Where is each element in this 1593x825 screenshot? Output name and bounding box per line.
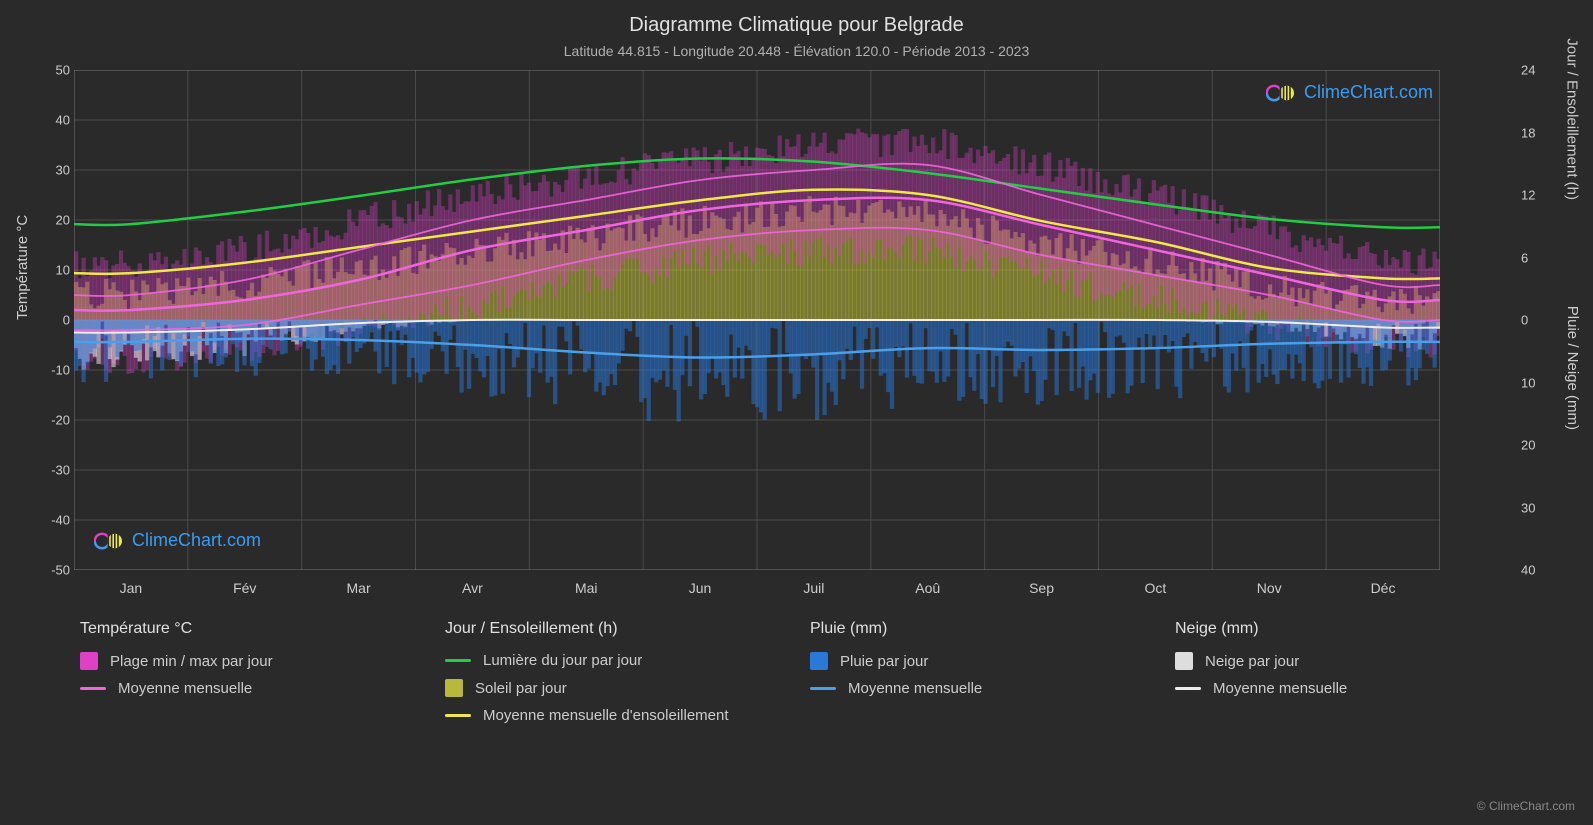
legend-header-rain: Pluie (mm) (810, 620, 1135, 638)
legend-label: Moyenne mensuelle (848, 680, 982, 697)
legend-label: Neige par jour (1205, 653, 1299, 670)
swatch-icon (445, 714, 471, 717)
watermark-bottom: ClimeChart.com (94, 530, 261, 551)
month-label: Nov (1212, 580, 1326, 600)
legend-header-temp: Température °C (80, 620, 405, 638)
chart-subtitle: Latitude 44.815 - Longitude 20.448 - Élé… (0, 37, 1593, 59)
copyright: © ClimeChart.com (1477, 799, 1575, 813)
legend-header-day: Jour / Ensoleillement (h) (445, 620, 770, 638)
swatch-icon (445, 679, 463, 697)
legend-col-rain: Pluie (mm) Pluie par jour Moyenne mensue… (810, 620, 1135, 724)
swatch-icon (1175, 652, 1193, 670)
legend-col-day: Jour / Ensoleillement (h) Lumière du jou… (445, 620, 770, 724)
legend-item-sunshine-avg: Moyenne mensuelle d'ensoleillement (445, 707, 770, 724)
legend-label: Moyenne mensuelle (118, 680, 252, 697)
swatch-icon (810, 652, 828, 670)
swatch-icon (1175, 687, 1201, 690)
legend-item-temp-range: Plage min / max par jour (80, 652, 405, 670)
legend-header-snow: Neige (mm) (1175, 620, 1500, 638)
swatch-icon (80, 652, 98, 670)
month-label: Mar (302, 580, 416, 600)
legend-item-daylight: Lumière du jour par jour (445, 652, 770, 669)
month-label: Jan (74, 580, 188, 600)
legend-label: Moyenne mensuelle d'ensoleillement (483, 707, 729, 724)
legend-item-snow-daily: Neige par jour (1175, 652, 1500, 670)
month-label: Avr (415, 580, 529, 600)
legend-item-snow-avg: Moyenne mensuelle (1175, 680, 1500, 697)
month-label: Jun (643, 580, 757, 600)
swatch-icon (445, 659, 471, 662)
month-label: Fév (188, 580, 302, 600)
legend-label: Plage min / max par jour (110, 653, 273, 670)
month-label: Sep (985, 580, 1099, 600)
watermark-text: ClimeChart.com (132, 530, 261, 551)
watermark-text: ClimeChart.com (1304, 82, 1433, 103)
y-axis-right-label-top: Jour / Ensoleillement (h) (1564, 38, 1581, 200)
chart-title: Diagramme Climatique pour Belgrade (0, 0, 1593, 37)
y-right-ticks: 2418126010203040 (1521, 70, 1555, 570)
legend-label: Lumière du jour par jour (483, 652, 642, 669)
legend-label: Soleil par jour (475, 680, 567, 697)
logo-icon (1266, 83, 1298, 103)
legend-item-rain-daily: Pluie par jour (810, 652, 1135, 670)
y-left-ticks: 50403020100-10-20-30-40-50 (36, 70, 70, 570)
legend-col-snow: Neige (mm) Neige par jour Moyenne mensue… (1175, 620, 1500, 724)
swatch-icon (80, 687, 106, 690)
legend-item-temp-avg: Moyenne mensuelle (80, 680, 405, 697)
climate-chart: Diagramme Climatique pour Belgrade Latit… (0, 0, 1593, 825)
x-axis-months: JanFévMarAvrMaiJunJuilAoûSepOctNovDéc (74, 580, 1440, 600)
y-axis-left-label: Température °C (14, 215, 31, 320)
plot-svg (74, 70, 1440, 570)
month-label: Aoû (871, 580, 985, 600)
legend: Température °C Plage min / max par jour … (80, 620, 1500, 724)
legend-col-temp: Température °C Plage min / max par jour … (80, 620, 405, 724)
month-label: Mai (529, 580, 643, 600)
logo-icon (94, 531, 126, 551)
legend-label: Moyenne mensuelle (1213, 680, 1347, 697)
plot-area (74, 70, 1440, 570)
y-axis-right-label-bottom: Pluie / Neige (mm) (1564, 306, 1581, 430)
month-label: Juil (757, 580, 871, 600)
month-label: Oct (1098, 580, 1212, 600)
swatch-icon (810, 687, 836, 690)
month-label: Déc (1326, 580, 1440, 600)
legend-item-rain-avg: Moyenne mensuelle (810, 680, 1135, 697)
legend-label: Pluie par jour (840, 653, 928, 670)
watermark-top: ClimeChart.com (1266, 82, 1433, 103)
legend-item-sunshine: Soleil par jour (445, 679, 770, 697)
